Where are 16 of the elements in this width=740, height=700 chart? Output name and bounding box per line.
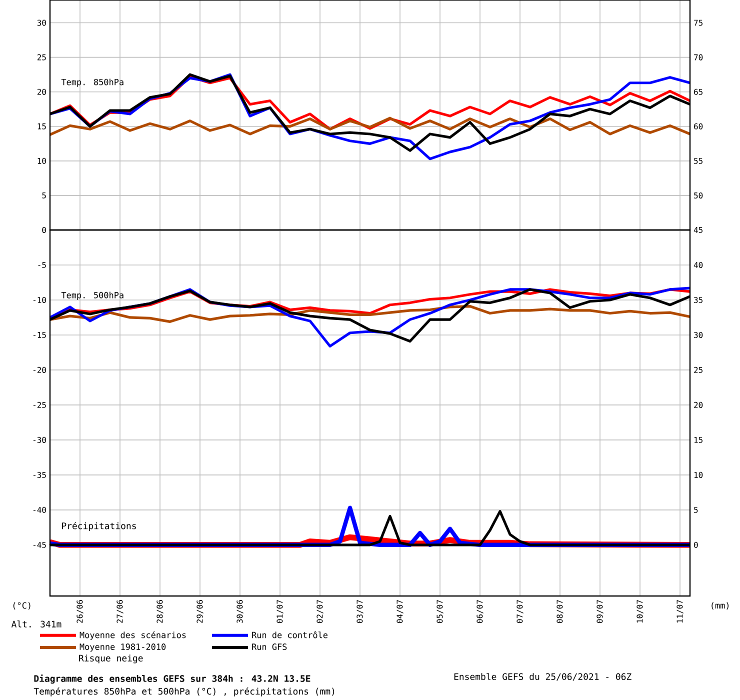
legend-label: Moyenne 1981-2010 [80, 644, 166, 652]
text: Températures 850hPa et 500hPa (°C) , précipitations (mm) [34, 687, 334, 696]
y-axis-title: (°C) [13, 602, 30, 610]
text: Temp. 500hPa [61, 292, 124, 300]
legend-label: Moyenne des scénarios [80, 631, 186, 640]
line-series [48, 304, 692, 323]
legend-label: Run de contrôle [252, 631, 328, 638]
text: Temp. 850hPa [61, 78, 124, 87]
text: Diagramme des ensembles GEFS sur 384h : 43.2N 13.5E [34, 674, 310, 684]
line-series [48, 116, 692, 136]
y2-axis-title: (mm) [712, 602, 729, 610]
text: Ensemble GEFS du 25/06/2021 - 06Z [454, 673, 632, 681]
annotation: Précipitations [62, 522, 136, 531]
legend-label: Run GFS [252, 644, 287, 650]
text: Risque neige [79, 654, 143, 664]
text: Alt. 341m [11, 620, 62, 628]
